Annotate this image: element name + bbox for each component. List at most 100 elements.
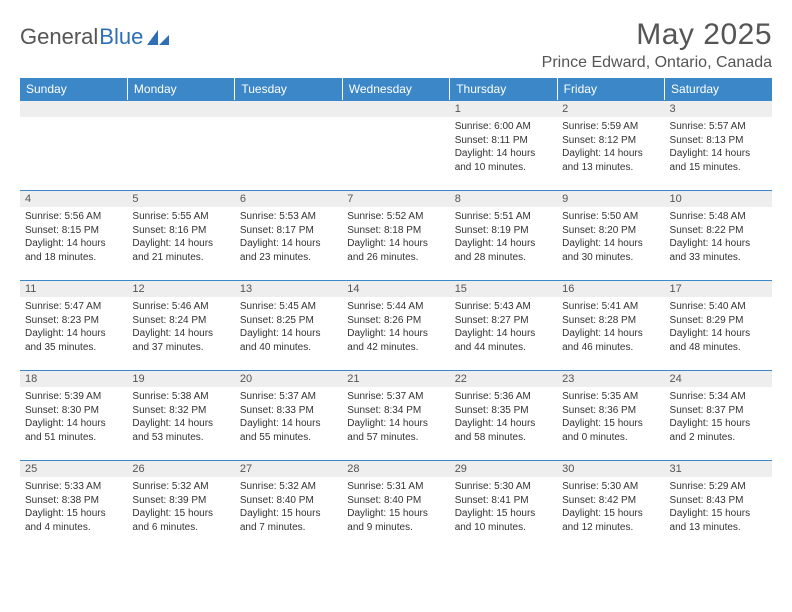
empty-day bbox=[235, 100, 342, 117]
day-line: Sunset: 8:39 PM bbox=[132, 494, 229, 508]
day-line: Daylight: 15 hours bbox=[25, 507, 122, 521]
day-line: Sunset: 8:13 PM bbox=[670, 134, 767, 148]
brand-sail-icon bbox=[145, 28, 171, 46]
calendar-cell: 3Sunrise: 5:57 AMSunset: 8:13 PMDaylight… bbox=[665, 100, 772, 190]
day-line: Daylight: 15 hours bbox=[132, 507, 229, 521]
day-line: Sunset: 8:33 PM bbox=[240, 404, 337, 418]
day-line: and 40 minutes. bbox=[240, 341, 337, 355]
day-number: 19 bbox=[127, 370, 234, 387]
day-line: Sunrise: 5:45 AM bbox=[240, 300, 337, 314]
calendar-cell: 13Sunrise: 5:45 AMSunset: 8:25 PMDayligh… bbox=[235, 280, 342, 370]
day-line: and 10 minutes. bbox=[455, 161, 552, 175]
day-line: Daylight: 14 hours bbox=[670, 147, 767, 161]
day-data: Sunrise: 5:40 AMSunset: 8:29 PMDaylight:… bbox=[665, 297, 772, 358]
day-data: Sunrise: 5:47 AMSunset: 8:23 PMDaylight:… bbox=[20, 297, 127, 358]
day-data: Sunrise: 5:34 AMSunset: 8:37 PMDaylight:… bbox=[665, 387, 772, 448]
dow-header: Friday bbox=[557, 78, 664, 100]
day-number: 26 bbox=[127, 460, 234, 477]
day-line: Sunrise: 5:38 AM bbox=[132, 390, 229, 404]
day-data: Sunrise: 5:55 AMSunset: 8:16 PMDaylight:… bbox=[127, 207, 234, 268]
day-data: Sunrise: 5:45 AMSunset: 8:25 PMDaylight:… bbox=[235, 297, 342, 358]
calendar-cell: 27Sunrise: 5:32 AMSunset: 8:40 PMDayligh… bbox=[235, 460, 342, 550]
day-line: Sunset: 8:30 PM bbox=[25, 404, 122, 418]
day-line: and 13 minutes. bbox=[562, 161, 659, 175]
calendar-head: SundayMondayTuesdayWednesdayThursdayFrid… bbox=[20, 78, 772, 100]
calendar-cell bbox=[235, 100, 342, 190]
calendar-week: 18Sunrise: 5:39 AMSunset: 8:30 PMDayligh… bbox=[20, 370, 772, 460]
day-data: Sunrise: 5:41 AMSunset: 8:28 PMDaylight:… bbox=[557, 297, 664, 358]
day-line: Daylight: 14 hours bbox=[455, 417, 552, 431]
day-number: 16 bbox=[557, 280, 664, 297]
day-data: Sunrise: 5:38 AMSunset: 8:32 PMDaylight:… bbox=[127, 387, 234, 448]
day-line: and 12 minutes. bbox=[562, 521, 659, 535]
day-number: 11 bbox=[20, 280, 127, 297]
day-data: Sunrise: 5:51 AMSunset: 8:19 PMDaylight:… bbox=[450, 207, 557, 268]
day-line: Sunrise: 5:36 AM bbox=[455, 390, 552, 404]
day-line: Daylight: 15 hours bbox=[670, 507, 767, 521]
calendar-cell: 8Sunrise: 5:51 AMSunset: 8:19 PMDaylight… bbox=[450, 190, 557, 280]
day-line: Sunrise: 5:35 AM bbox=[562, 390, 659, 404]
day-data: Sunrise: 5:39 AMSunset: 8:30 PMDaylight:… bbox=[20, 387, 127, 448]
day-line: Daylight: 15 hours bbox=[562, 507, 659, 521]
calendar-cell: 4Sunrise: 5:56 AMSunset: 8:15 PMDaylight… bbox=[20, 190, 127, 280]
day-number: 18 bbox=[20, 370, 127, 387]
day-line: Sunset: 8:16 PM bbox=[132, 224, 229, 238]
brand-part2: Blue bbox=[99, 24, 143, 50]
day-line: Sunrise: 5:48 AM bbox=[670, 210, 767, 224]
calendar-table: SundayMondayTuesdayWednesdayThursdayFrid… bbox=[20, 78, 772, 550]
day-line: Sunrise: 5:43 AM bbox=[455, 300, 552, 314]
day-line: Daylight: 14 hours bbox=[347, 327, 444, 341]
calendar-cell: 9Sunrise: 5:50 AMSunset: 8:20 PMDaylight… bbox=[557, 190, 664, 280]
day-line: and 48 minutes. bbox=[670, 341, 767, 355]
calendar-cell: 28Sunrise: 5:31 AMSunset: 8:40 PMDayligh… bbox=[342, 460, 449, 550]
day-line: Sunset: 8:23 PM bbox=[25, 314, 122, 328]
day-line: and 23 minutes. bbox=[240, 251, 337, 265]
calendar-cell: 12Sunrise: 5:46 AMSunset: 8:24 PMDayligh… bbox=[127, 280, 234, 370]
day-line: and 10 minutes. bbox=[455, 521, 552, 535]
day-line: and 37 minutes. bbox=[132, 341, 229, 355]
day-line: Sunrise: 5:41 AM bbox=[562, 300, 659, 314]
day-line: Daylight: 15 hours bbox=[240, 507, 337, 521]
day-line: Daylight: 14 hours bbox=[240, 417, 337, 431]
calendar-cell: 22Sunrise: 5:36 AMSunset: 8:35 PMDayligh… bbox=[450, 370, 557, 460]
day-line: Sunset: 8:27 PM bbox=[455, 314, 552, 328]
day-number: 23 bbox=[557, 370, 664, 387]
day-line: Sunrise: 5:29 AM bbox=[670, 480, 767, 494]
day-line: Sunset: 8:40 PM bbox=[347, 494, 444, 508]
day-line: Sunrise: 5:47 AM bbox=[25, 300, 122, 314]
day-line: Daylight: 14 hours bbox=[455, 327, 552, 341]
day-data: Sunrise: 5:35 AMSunset: 8:36 PMDaylight:… bbox=[557, 387, 664, 448]
calendar-cell: 17Sunrise: 5:40 AMSunset: 8:29 PMDayligh… bbox=[665, 280, 772, 370]
dow-header: Monday bbox=[127, 78, 234, 100]
day-line: Sunrise: 5:52 AM bbox=[347, 210, 444, 224]
day-number: 17 bbox=[665, 280, 772, 297]
day-data: Sunrise: 5:30 AMSunset: 8:42 PMDaylight:… bbox=[557, 477, 664, 538]
day-line: Sunrise: 5:51 AM bbox=[455, 210, 552, 224]
empty-day bbox=[20, 100, 127, 117]
dow-header: Wednesday bbox=[342, 78, 449, 100]
day-line: Sunrise: 5:40 AM bbox=[670, 300, 767, 314]
day-line: Sunset: 8:11 PM bbox=[455, 134, 552, 148]
day-data: Sunrise: 5:48 AMSunset: 8:22 PMDaylight:… bbox=[665, 207, 772, 268]
day-line: Sunrise: 5:32 AM bbox=[132, 480, 229, 494]
day-line: Sunrise: 5:37 AM bbox=[240, 390, 337, 404]
calendar-cell: 6Sunrise: 5:53 AMSunset: 8:17 PMDaylight… bbox=[235, 190, 342, 280]
day-data: Sunrise: 5:36 AMSunset: 8:35 PMDaylight:… bbox=[450, 387, 557, 448]
day-line: Daylight: 14 hours bbox=[562, 147, 659, 161]
calendar-cell: 11Sunrise: 5:47 AMSunset: 8:23 PMDayligh… bbox=[20, 280, 127, 370]
day-line: Sunrise: 5:39 AM bbox=[25, 390, 122, 404]
day-data: Sunrise: 5:52 AMSunset: 8:18 PMDaylight:… bbox=[342, 207, 449, 268]
calendar-cell: 31Sunrise: 5:29 AMSunset: 8:43 PMDayligh… bbox=[665, 460, 772, 550]
empty-day bbox=[342, 100, 449, 117]
day-line: Daylight: 15 hours bbox=[455, 507, 552, 521]
day-line: Daylight: 14 hours bbox=[132, 237, 229, 251]
day-line: Daylight: 14 hours bbox=[132, 417, 229, 431]
day-line: Sunset: 8:26 PM bbox=[347, 314, 444, 328]
day-line: Daylight: 15 hours bbox=[670, 417, 767, 431]
day-data: Sunrise: 5:43 AMSunset: 8:27 PMDaylight:… bbox=[450, 297, 557, 358]
day-data: Sunrise: 5:59 AMSunset: 8:12 PMDaylight:… bbox=[557, 117, 664, 178]
day-number: 15 bbox=[450, 280, 557, 297]
day-number: 9 bbox=[557, 190, 664, 207]
day-number: 21 bbox=[342, 370, 449, 387]
brand-logo: General Blue bbox=[20, 24, 171, 50]
